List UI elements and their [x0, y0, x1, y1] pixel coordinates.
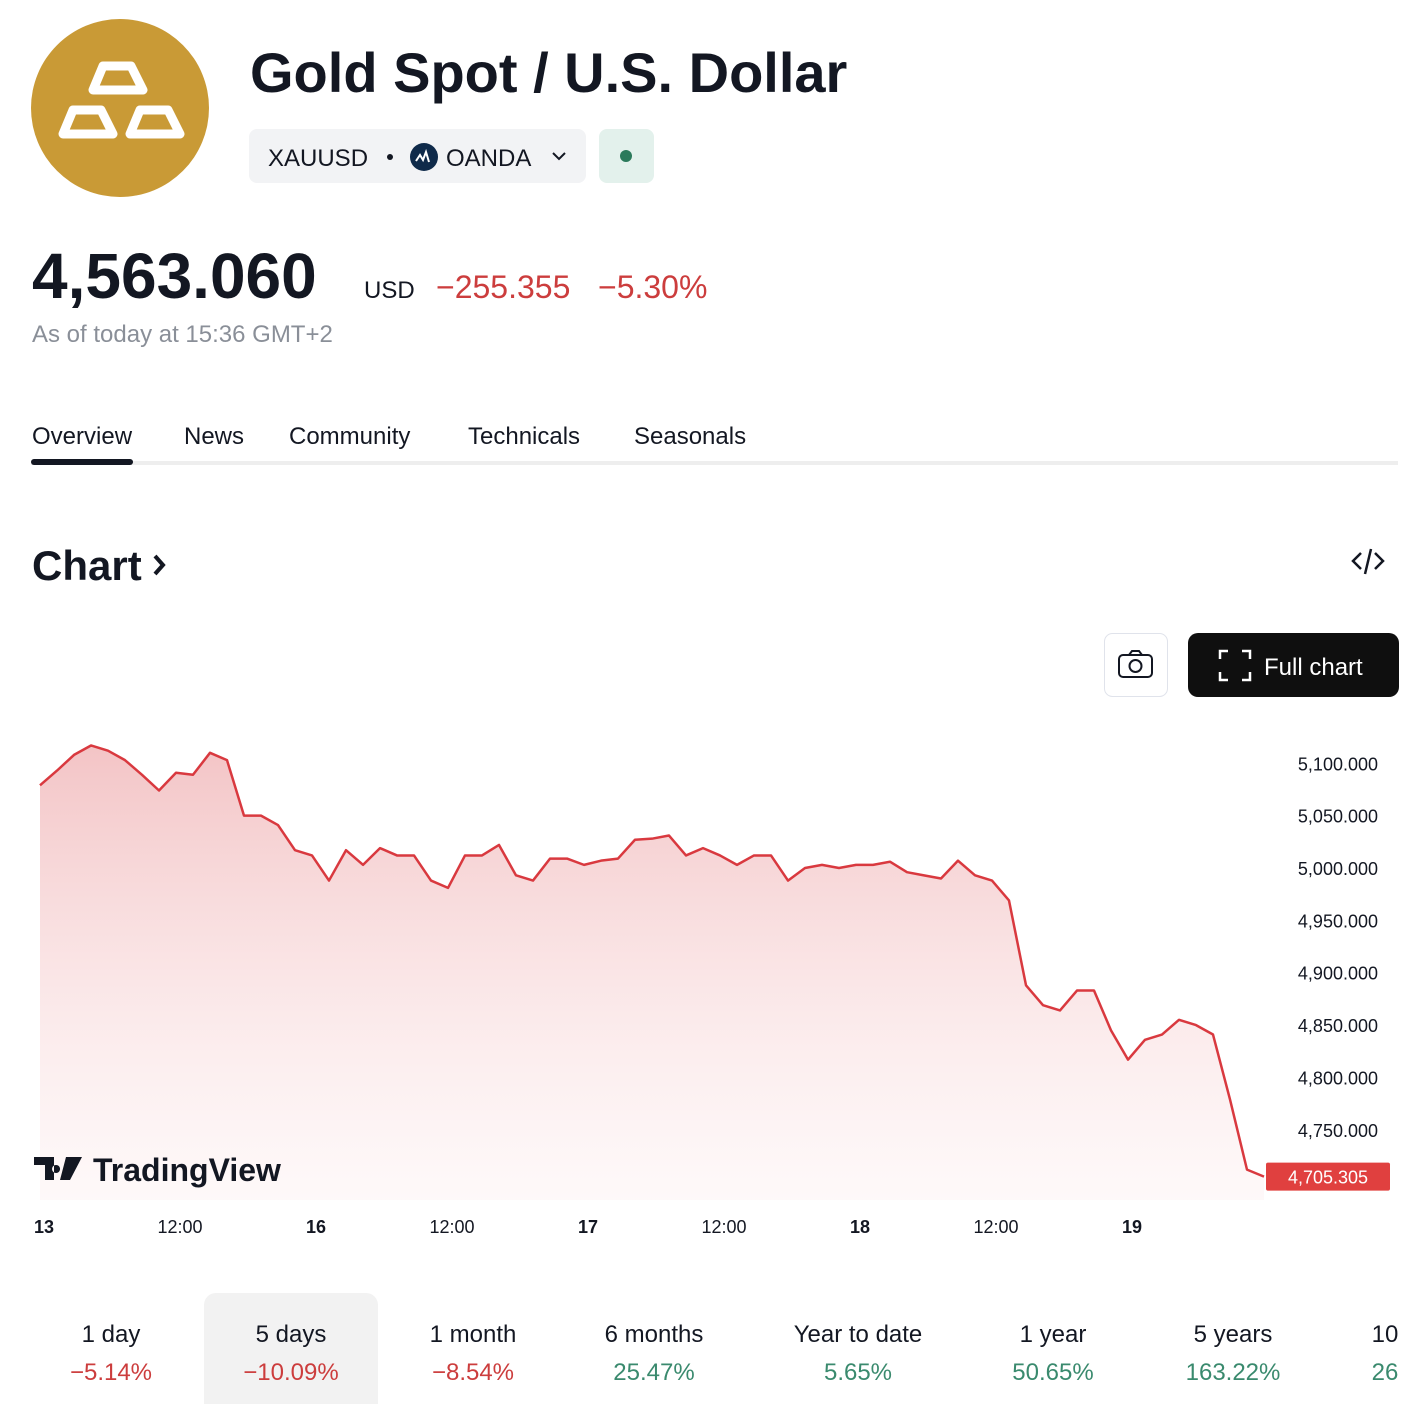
x-tick-label: 17: [578, 1217, 598, 1237]
full-chart-label: Full chart: [1264, 654, 1363, 681]
tab[interactable]: News: [184, 423, 244, 450]
exchange-logo-mark: [415, 148, 430, 163]
exchange: OANDA: [446, 145, 531, 172]
selected-period-bg: [204, 1293, 378, 1404]
period-label[interactable]: 6 months: [605, 1321, 704, 1348]
tab[interactable]: Community: [289, 423, 410, 450]
x-tick-label: 12:00: [973, 1217, 1018, 1237]
period-change: −10.09%: [243, 1359, 338, 1386]
period-label[interactable]: 5 days: [256, 1321, 327, 1348]
symbol: XAUUSD: [268, 145, 368, 172]
price-chart: 4,750.000 4,800.000 4,850.000 4,900.000 4,95…: [34, 744, 1390, 1237]
period-change: 26: [1372, 1359, 1399, 1386]
price-line: [39, 744, 1265, 1178]
y-tick-label: 4,900.000: [1298, 964, 1378, 984]
y-tick-label: 5,100.000: [1298, 754, 1378, 774]
period-label[interactable]: 10: [1372, 1321, 1399, 1348]
y-tick-label: 4,800.000: [1298, 1068, 1378, 1088]
period-label[interactable]: 1 day: [82, 1321, 141, 1348]
period-selector: 1 day −5.14% 5 days −10.09% 1 month −8.54% 6 m…: [70, 1293, 1398, 1404]
y-tick-label: 5,050.000: [1298, 807, 1378, 827]
x-tick-label: 18: [850, 1217, 870, 1237]
x-tick-label: 13: [34, 1217, 54, 1237]
area-fill: [40, 745, 1264, 1200]
watermark-text: TradingView: [93, 1152, 281, 1188]
last-price-label: 4,705.305: [1288, 1168, 1368, 1188]
tab[interactable]: Technicals: [468, 423, 580, 450]
fullscreen-icon: [1218, 649, 1252, 682]
last-price-badge: [1266, 1162, 1390, 1191]
dropdown-chevron: [552, 152, 566, 161]
y-tick-label: 5,000.000: [1298, 859, 1378, 879]
tab[interactable]: Seasonals: [634, 423, 746, 450]
period-label[interactable]: Year to date: [794, 1321, 923, 1348]
full-chart-button[interactable]: [1188, 633, 1399, 697]
page-title: Gold Spot / U.S. Dollar: [250, 41, 847, 104]
y-tick-label: 4,750.000: [1298, 1121, 1378, 1141]
x-tick-label: 12:00: [701, 1217, 746, 1237]
price-change-percent: −5.30%: [598, 269, 707, 305]
period-change: 163.22%: [1186, 1359, 1281, 1386]
y-tick-label: 4,950.000: [1298, 911, 1378, 931]
watermark: TradingView: [34, 1152, 281, 1188]
snapshot-button[interactable]: [1104, 633, 1168, 697]
section-chevron: [153, 554, 166, 576]
period-label[interactable]: 1 year: [1020, 1321, 1087, 1348]
y-tick-label: 4,850.000: [1298, 1016, 1378, 1036]
active-tab-indicator: [31, 459, 134, 465]
tabs: Overview News Community Technicals Seasonals: [31, 423, 746, 465]
section-title[interactable]: Chart: [32, 542, 142, 589]
period-change: 25.47%: [613, 1359, 694, 1386]
x-tick-label: 12:00: [429, 1217, 474, 1237]
tab[interactable]: Overview: [32, 423, 133, 450]
period-change: −5.14%: [70, 1359, 152, 1386]
as-of: As of today at 15:36 GMT+2: [32, 321, 333, 348]
x-tick-label: 16: [306, 1217, 326, 1237]
period-change: −8.54%: [432, 1359, 514, 1386]
embed-icon[interactable]: [1351, 548, 1385, 575]
period-change: 50.65%: [1012, 1359, 1093, 1386]
camera-icon: [1118, 650, 1153, 678]
symbol-logo: [31, 19, 209, 197]
currency: USD: [364, 277, 415, 304]
period-change: 5.65%: [824, 1359, 892, 1386]
x-tick-label: 19: [1122, 1217, 1142, 1237]
period-label[interactable]: 1 month: [430, 1321, 517, 1348]
price: 4,563.060: [32, 240, 317, 312]
x-tick-label: 12:00: [157, 1217, 202, 1237]
price-change: −255.355: [436, 269, 570, 305]
separator-dot: [387, 154, 393, 160]
tabs-rule: [31, 461, 1398, 465]
period-label[interactable]: 5 years: [1194, 1321, 1273, 1348]
status-dot: [620, 150, 632, 162]
